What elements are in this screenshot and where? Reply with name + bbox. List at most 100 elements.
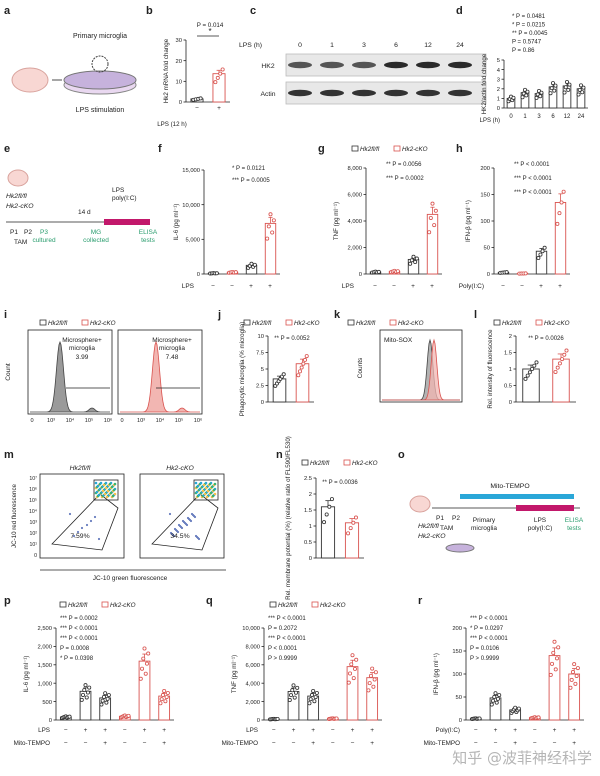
- data-point: [352, 666, 357, 671]
- p-value-label: * P = 0.0297: [470, 626, 504, 632]
- scatter-point: [111, 494, 115, 498]
- data-point: [372, 677, 377, 682]
- data-point: [561, 189, 566, 194]
- p-value-label: *** P = 0.0002: [386, 176, 424, 182]
- legend-swatch-ko: [285, 319, 293, 326]
- y-tick-label: 10⁴: [29, 509, 37, 515]
- x-tick-label: −: [292, 740, 296, 747]
- data-point: [551, 650, 556, 655]
- x-tick-label: −: [392, 283, 396, 290]
- scatter-point: [194, 534, 198, 538]
- data-point: [348, 671, 353, 676]
- y-tick-label: 10⁶: [29, 487, 37, 493]
- data-point: [370, 666, 375, 671]
- y-axis-label: IFN-β (pg ml⁻¹): [465, 200, 472, 242]
- y-tick-label: 5: [261, 367, 264, 373]
- x-tick-label: 6: [551, 114, 555, 120]
- legend-swatch-wt: [347, 319, 355, 326]
- scatter-point: [204, 481, 208, 485]
- data-point: [101, 694, 106, 699]
- y-tick-label: 2.5: [256, 384, 264, 390]
- x-tick-label: 10⁶: [194, 417, 203, 424]
- y-tick-label: 0: [359, 272, 362, 278]
- data-point: [348, 526, 353, 531]
- x-tick-label: 3: [537, 114, 541, 120]
- scatter-point: [199, 481, 203, 485]
- gate-value: 3.99: [76, 354, 89, 361]
- data-point: [523, 376, 528, 381]
- y-tick-label: 2,000: [347, 246, 362, 252]
- x-tick-label: −: [143, 740, 147, 747]
- legend-swatch-wt: [351, 145, 359, 152]
- data-point: [520, 95, 525, 100]
- blot-time-label: 1: [330, 42, 334, 49]
- p-value-label: *** P < 0.0001: [268, 616, 306, 622]
- data-point: [307, 701, 312, 706]
- legend-label-wt: Hk2fl/fl: [502, 320, 522, 327]
- data-point: [553, 369, 558, 374]
- gate-label: microglia: [69, 345, 95, 352]
- data-point: [549, 86, 554, 91]
- blot-time-label: 6: [394, 42, 398, 49]
- data-point: [408, 261, 413, 266]
- panel-letter-q: q: [206, 595, 213, 607]
- p-value-label: ** P = 0.0026: [528, 336, 564, 342]
- data-point: [536, 256, 541, 261]
- blot-band: [416, 61, 440, 69]
- data-point: [311, 688, 316, 693]
- data-point: [577, 87, 582, 92]
- legend-label-wt: Hk2fl/fl: [68, 602, 88, 609]
- x-tick-label: −: [351, 740, 355, 747]
- scatter-point: [213, 492, 217, 496]
- x-tick-label: −: [272, 740, 276, 747]
- legend-swatch-wt: [493, 319, 501, 326]
- x-tick-label: 10³: [47, 418, 55, 424]
- y-axis-label: JC-10 red fluorescence: [11, 483, 18, 548]
- data-point: [329, 497, 334, 502]
- watermark: 知乎 @波菲神经科学: [452, 749, 592, 767]
- blot-band-label: Actin: [260, 91, 275, 98]
- data-point: [146, 651, 151, 656]
- y-axis-label: TNF (pg ml⁻¹): [231, 655, 238, 693]
- data-point: [553, 83, 558, 88]
- data-point: [413, 260, 418, 265]
- scatter-point: [98, 487, 102, 491]
- panel-letter-r: r: [418, 595, 423, 607]
- y-tick-label: 8,000: [347, 166, 362, 172]
- legend-swatch-ko: [535, 319, 543, 326]
- data-point: [411, 254, 416, 259]
- data-point: [568, 685, 573, 690]
- data-point: [233, 270, 238, 275]
- scatter-point: [93, 515, 97, 519]
- x-tick-label: −: [272, 727, 276, 734]
- data-point: [494, 700, 499, 705]
- y-axis-label: Counts: [357, 357, 364, 378]
- gate-label: Microsphere+: [152, 337, 192, 344]
- bar: [552, 358, 570, 403]
- data-point: [351, 676, 356, 681]
- panel-letter-f: f: [158, 143, 162, 155]
- data-point: [570, 670, 575, 675]
- blot-time-label: 3: [362, 42, 366, 49]
- y-tick-label: 500: [42, 700, 52, 706]
- data-point: [252, 262, 257, 267]
- data-point: [141, 656, 146, 661]
- scatter-point: [190, 512, 194, 516]
- scatter-point: [202, 483, 206, 487]
- data-point: [140, 666, 145, 671]
- x-axis-label: LPS: [342, 283, 355, 290]
- data-point: [556, 645, 561, 650]
- legend-label-ko: Hk2-cKO: [398, 320, 424, 327]
- timeline-tick-label: P1: [436, 515, 444, 522]
- x-tick-label: +: [311, 740, 315, 747]
- scatter-point: [112, 488, 116, 492]
- x-tick-label: −: [533, 727, 537, 734]
- panel-letter-g: g: [318, 143, 325, 155]
- x-row-label: Mito-TEMPO: [424, 740, 460, 747]
- data-point: [83, 683, 88, 688]
- culture-dish-top-icon: [63, 70, 137, 90]
- x-tick-label: +: [494, 727, 498, 734]
- y-tick-label: 6,000: [245, 663, 260, 669]
- data-point: [491, 698, 496, 703]
- data-point: [560, 357, 565, 362]
